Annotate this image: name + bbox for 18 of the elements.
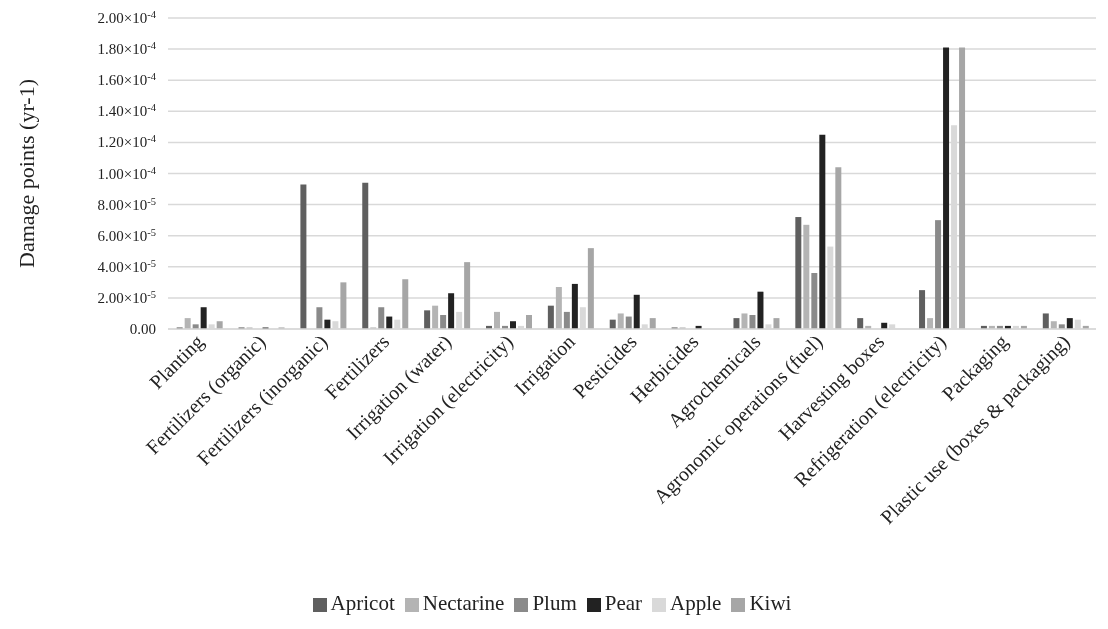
legend-label: Nectarine [422,591,505,615]
y-tick-label: 4.00×10$^{-5}$ [97,257,156,275]
y-tick-label: 0.00 [129,321,156,337]
legend-label: Apricot [330,591,395,615]
y-tick-label: 1.00×10$^{-4}$ [97,164,157,182]
legend-label: Pear [604,591,643,615]
y-tick-label: 6.00×10$^{-5}$ [97,226,156,244]
y-tick-label: 2.00×10$^{-5}$ [97,288,156,306]
legend-label: Kiwi [749,591,792,615]
y-tick-label: 2.00×10$^{-4}$ [97,8,157,26]
y-tick-label: 8.00×10$^{-5}$ [97,195,156,213]
legend-label: Plum [532,591,577,615]
y-tick-label: 1.80×10$^{-4}$ [97,39,157,58]
y-axis-title: Damage points (yr-1) [13,79,39,268]
y-tick-label: 1.40×10$^{-4}$ [97,101,157,120]
y-tick-label: 1.20×10$^{-4}$ [97,132,157,151]
y-tick-label: 1.60×10$^{-4}$ [97,70,157,89]
legend-label: Apple [670,591,722,615]
